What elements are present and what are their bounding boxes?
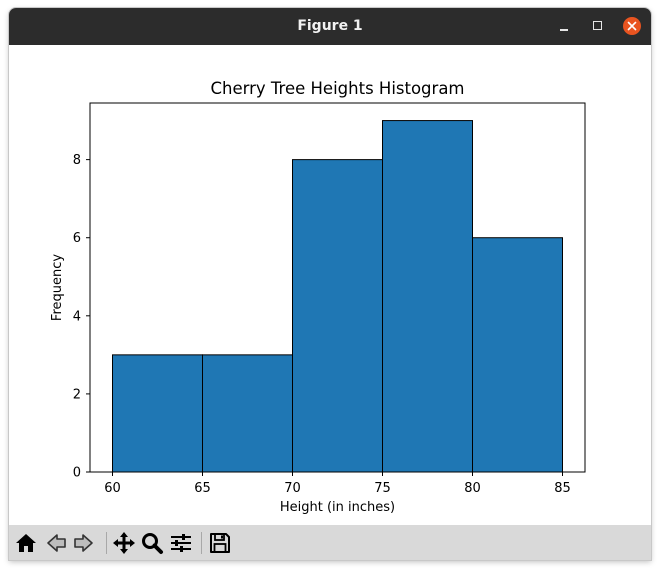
y-tick-label: 4 <box>73 309 81 324</box>
y-axis-label: Frequency <box>50 254 65 321</box>
maximize-icon <box>593 21 602 30</box>
pan-move-icon <box>113 532 135 554</box>
x-axis-label: Height (in inches) <box>280 500 395 515</box>
y-tick-label: 2 <box>73 387 81 402</box>
x-tick-label: 65 <box>194 481 211 496</box>
home-button[interactable] <box>13 530 39 556</box>
x-tick-label: 60 <box>104 481 121 496</box>
save-button[interactable] <box>207 530 233 556</box>
configure-subplots-button[interactable] <box>168 530 194 556</box>
zoom-button[interactable] <box>139 530 165 556</box>
zoom-magnifier-icon <box>142 533 163 554</box>
configure-subplots-icon <box>171 534 191 552</box>
histogram-bar-70-75 <box>292 159 383 473</box>
title-bar[interactable]: Figure 1 <box>9 8 651 45</box>
back-button[interactable] <box>43 530 69 556</box>
x-tick-label: 75 <box>374 481 391 496</box>
close-button[interactable] <box>622 16 642 36</box>
save-floppy-icon <box>210 533 230 553</box>
y-tick-label: 6 <box>73 231 81 246</box>
window-title: Figure 1 <box>297 18 363 34</box>
navigation-toolbar <box>9 525 651 560</box>
histogram-chart: 60 65 70 75 80 85 0 2 4 6 8 Cherry Tree Heights H… <box>50 79 586 515</box>
x-tick-label: 85 <box>554 481 571 496</box>
histogram-bar-65-70 <box>202 354 293 473</box>
maximize-button[interactable] <box>588 16 608 36</box>
close-icon <box>623 17 641 35</box>
forward-button[interactable] <box>71 530 97 556</box>
forward-arrow-icon <box>74 534 93 552</box>
minimize-button[interactable] <box>554 16 574 36</box>
axes-frame <box>89 102 586 473</box>
toolbar-separator <box>106 532 107 554</box>
histogram-bar-60-65 <box>112 354 203 473</box>
home-icon <box>16 534 36 552</box>
x-ticks: 60 65 70 75 80 85 <box>104 472 571 496</box>
back-arrow-icon <box>47 534 66 552</box>
x-tick-label: 70 <box>284 481 301 496</box>
chart-title: Cherry Tree Heights Histogram <box>210 79 464 98</box>
histogram-bar-80-85 <box>472 237 563 473</box>
toolbar-separator <box>201 532 202 554</box>
x-tick-label: 80 <box>464 481 481 496</box>
histogram-bar-75-80 <box>382 120 473 473</box>
figure-window: Figure 1 60 65 70 75 80 85 0 2 4 6 8 Cherry Tree … <box>9 8 651 560</box>
bars-layer <box>112 120 563 473</box>
y-tick-label: 0 <box>73 466 81 481</box>
minimize-icon <box>560 29 568 31</box>
y-tick-label: 8 <box>73 153 81 168</box>
figure-canvas[interactable]: 60 65 70 75 80 85 0 2 4 6 8 Cherry Tree Heights H… <box>9 45 651 525</box>
y-ticks: 0 2 4 6 8 <box>73 153 90 481</box>
pan-button[interactable] <box>111 530 137 556</box>
